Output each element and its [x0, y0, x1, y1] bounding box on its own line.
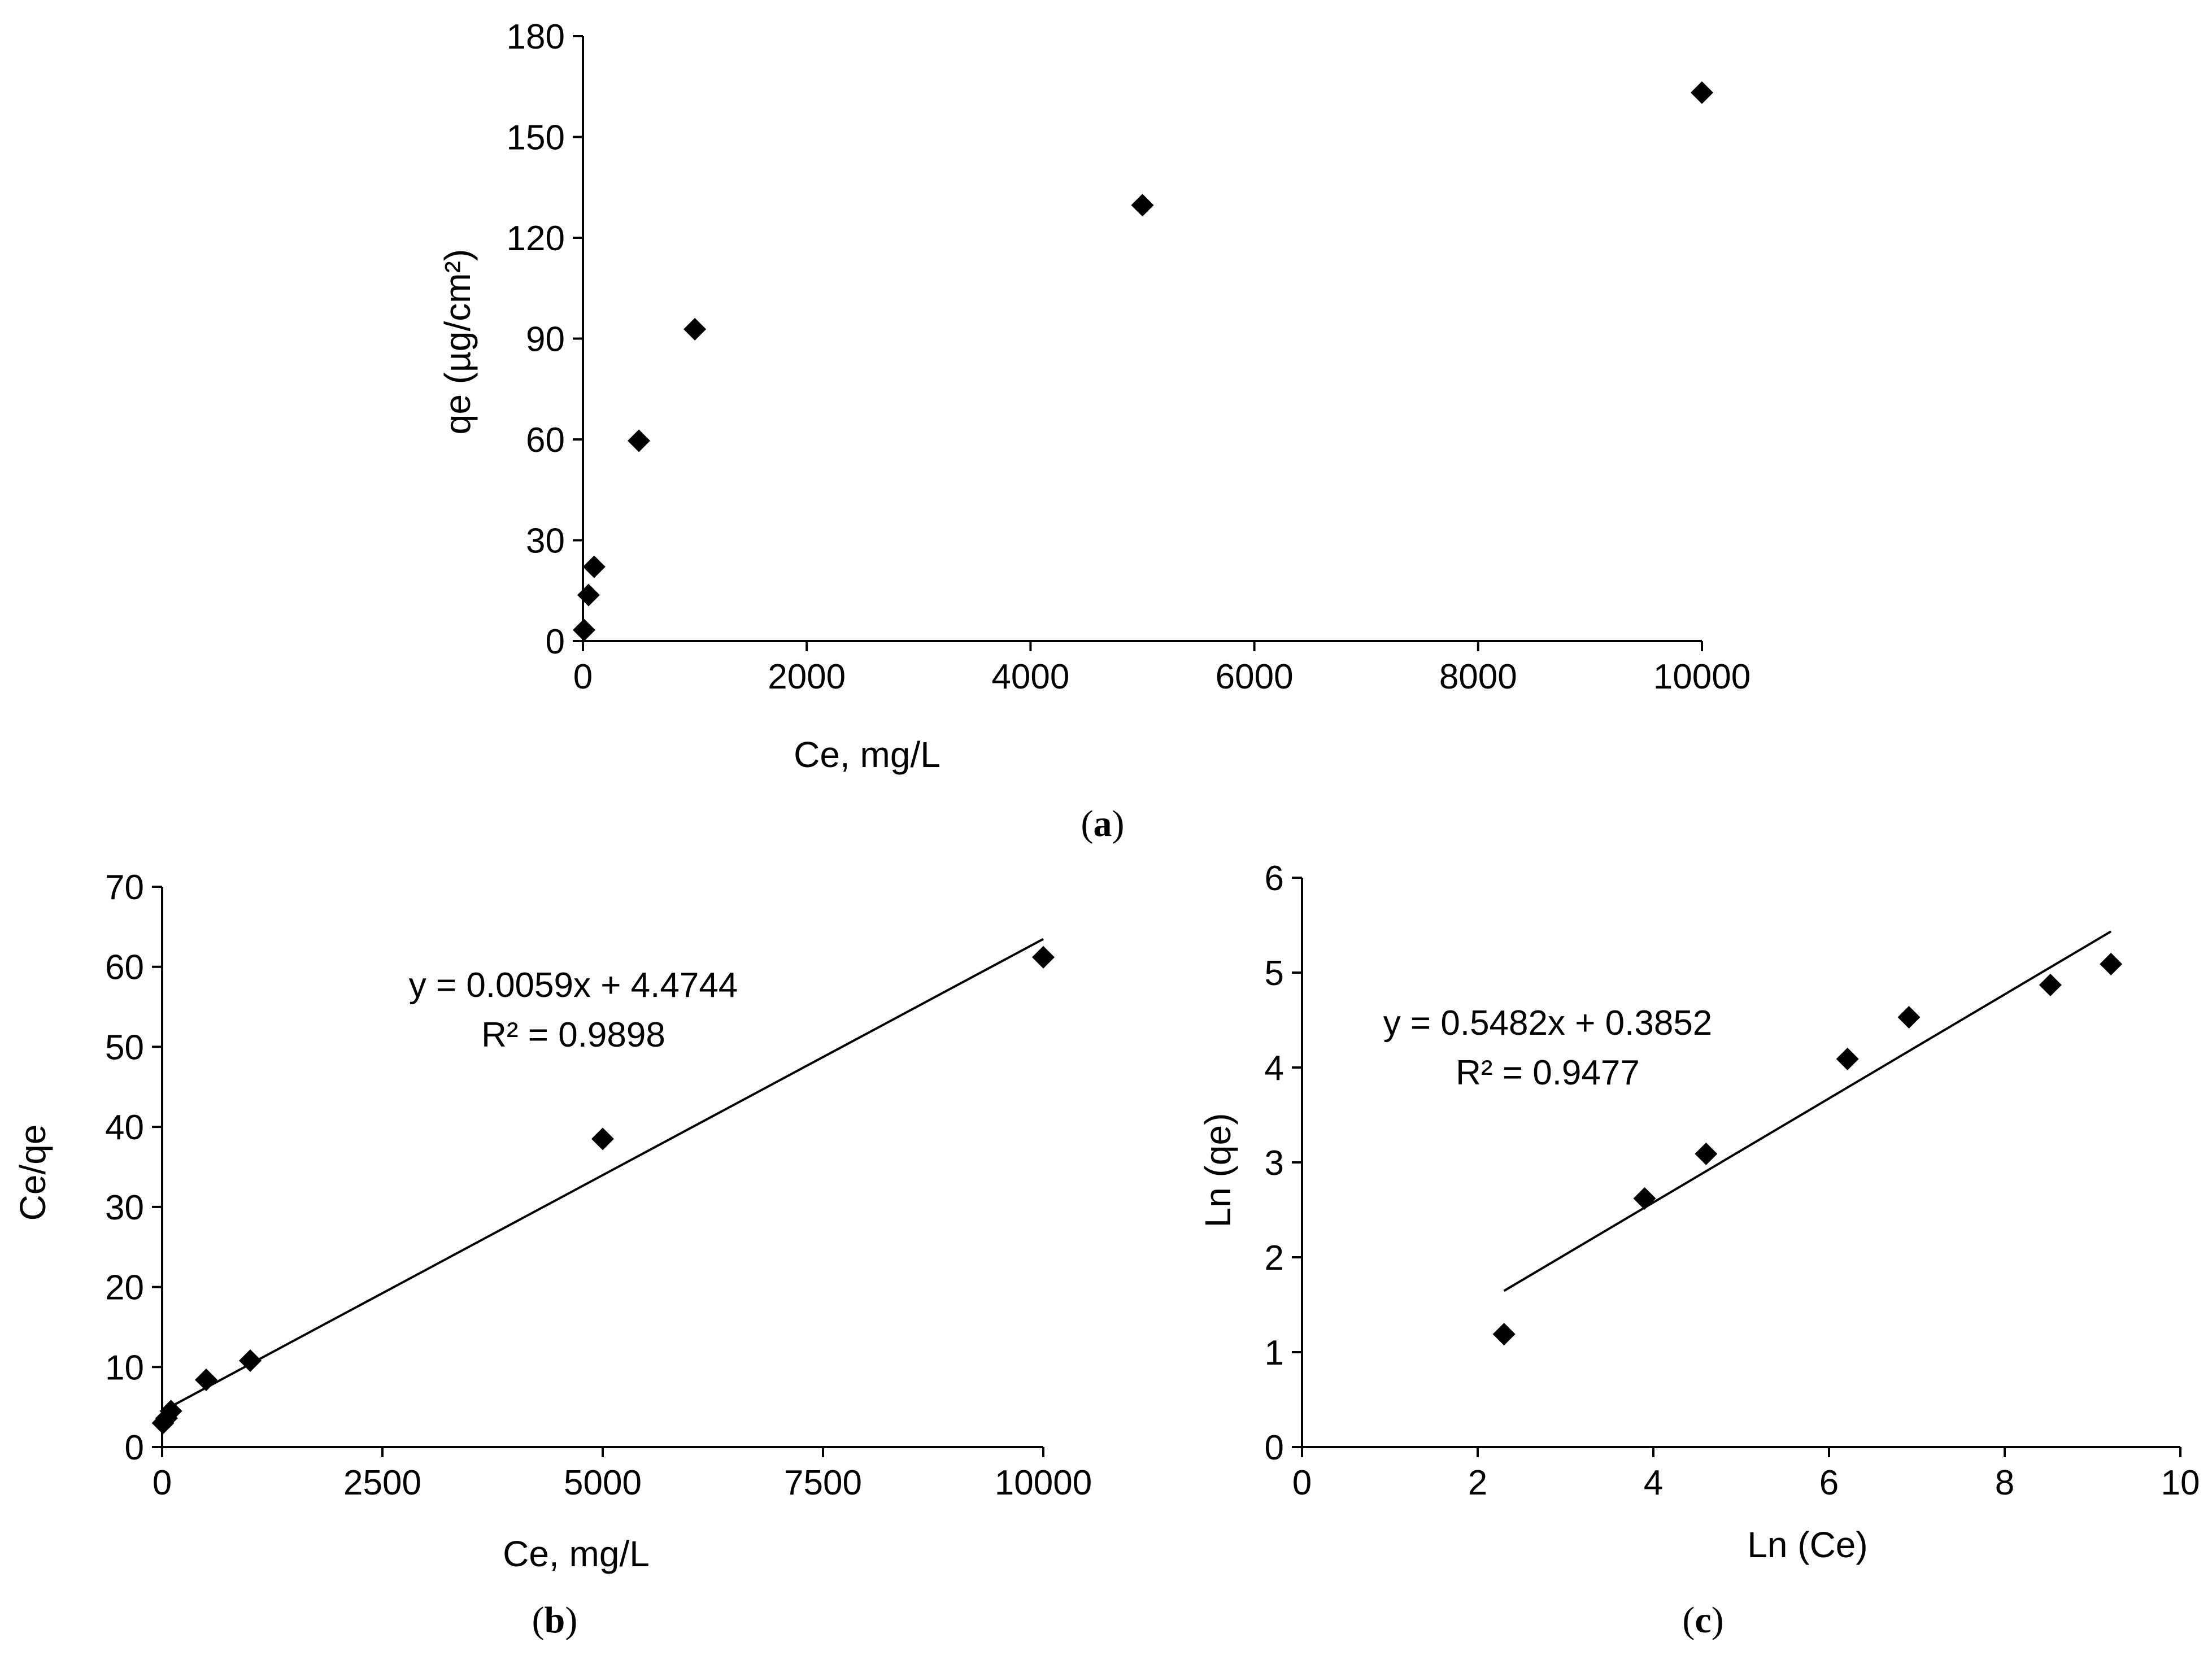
panel-b-data-point	[239, 1349, 262, 1372]
panel-a-y-tick-label: 150	[507, 119, 565, 158]
panel-c-x-ticks: 0 2 4 6 8 10	[1292, 1447, 2200, 1502]
panel-c-x-tick-label: 4	[1644, 1463, 1663, 1502]
panel-a-y-tick-label: 90	[526, 320, 565, 359]
panel-a-y-axis-title: qe (µg/cm²)	[437, 249, 478, 434]
panel-a-x-tick-label: 6000	[1216, 657, 1294, 696]
panel-b-y-tick-label: 10	[105, 1348, 144, 1387]
panel-c-y-tick-label: 4	[1265, 1049, 1284, 1088]
panel-b-trendline-group	[162, 938, 1044, 1413]
panel-b-label-letter: b	[545, 1600, 565, 1641]
panel-a-data-point	[577, 583, 600, 607]
panel-c-y-tick-label: 5	[1265, 954, 1284, 993]
panel-c-data-point	[1897, 1005, 1921, 1029]
panel-c-data-point	[1695, 1142, 1718, 1165]
panel-c-y-tick-label: 1	[1265, 1334, 1284, 1373]
panel-b-y-tick-label: 40	[105, 1108, 144, 1147]
panel-c-label: (c)	[1682, 1600, 1723, 1641]
panel-c-y-tick-label: 6	[1265, 859, 1284, 898]
panel-b-y-tick-label: 70	[105, 868, 144, 907]
panel-a-y-tick-label: 0	[546, 622, 565, 661]
panel-c-x-tick-label: 2	[1468, 1463, 1487, 1502]
panel-c-x-tick-label: 8	[1995, 1463, 2014, 1502]
panel-a-x-tick-label: 10000	[1653, 657, 1751, 696]
panel-c-y-tick-label: 2	[1265, 1239, 1284, 1278]
panel-a-chart: 0 2000 4000 6000 8000 10000 0306090120150180 …	[437, 18, 1751, 844]
panel-a-x-tick-label: 2000	[768, 657, 846, 696]
panel-a-data-point	[628, 429, 651, 452]
panel-c-equation: y = 0.5482x + 0.3852	[1383, 1004, 1713, 1043]
panel-b-data-point	[159, 1400, 182, 1423]
panel-c-data-point	[1633, 1187, 1656, 1210]
panel-b-y-axis-title: Ce/qe	[12, 1125, 53, 1221]
panel-a-y-tick-label: 120	[507, 219, 565, 258]
panel-b-chart: 0 2500 5000 7500 10000 0 10 20 30 40 50 60 70 y = 0…	[12, 868, 1092, 1641]
panel-c-data-point	[1836, 1047, 1859, 1070]
panel-a-data-point	[1691, 81, 1713, 104]
panel-a-data-point	[1131, 194, 1154, 217]
panel-b-x-tick-label: 2500	[343, 1463, 421, 1502]
panel-c-label-letter: c	[1695, 1600, 1711, 1641]
panel-b-data-point	[195, 1368, 217, 1391]
panel-b-x-axis-title: Ce, mg/L	[503, 1533, 650, 1574]
panel-b-x-tick-label: 0	[153, 1463, 172, 1502]
panel-a-x-tick-label: 4000	[991, 657, 1069, 696]
panel-c-y-tick-label: 3	[1265, 1144, 1284, 1183]
panel-a-x-axis-title: Ce, mg/L	[794, 734, 940, 775]
panel-a-data-point	[683, 317, 707, 341]
panel-a-data-points	[572, 81, 1713, 642]
panel-b-y-tick-label: 50	[105, 1028, 144, 1067]
panel-a-axes	[582, 36, 1702, 642]
panel-b-data-point	[1032, 946, 1055, 969]
panel-c-data-point	[1492, 1323, 1516, 1346]
panel-b-x-ticks: 0 2500 5000 7500 10000	[153, 1447, 1092, 1502]
panel-a-y-tick-label: 60	[526, 421, 565, 460]
panel-b-data-points	[151, 946, 1055, 1435]
panel-b-data-point	[591, 1127, 614, 1151]
panel-c-data-point	[2100, 952, 2123, 975]
panel-a-label-letter: a	[1094, 803, 1112, 844]
panel-a-y-tick-label: 30	[526, 522, 565, 561]
panel-b-y-tick-label: 60	[105, 948, 144, 987]
panel-b-y-tick-label: 0	[125, 1428, 144, 1467]
panel-c-chart: 0 2 4 6 8 10 0 1 2 3 4 5 6 y = 0.5482x + 0.3852 R² …	[1198, 859, 2200, 1641]
panel-b-x-tick-label: 5000	[564, 1463, 642, 1502]
panel-a-x-ticks: 0 2000 4000 6000 8000 10000	[573, 641, 1751, 696]
panel-b-x-tick-label: 10000	[995, 1463, 1092, 1502]
panel-c-x-tick-label: 10	[2161, 1463, 2200, 1502]
panel-a-y-ticks: 0 30 60 90 120 150 180	[507, 18, 583, 661]
panel-c-data-points	[1492, 952, 2123, 1346]
panel-b-r-squared: R² = 0.9898	[481, 1016, 665, 1055]
panel-c-y-axis-title: Ln (qe)	[1198, 1113, 1238, 1228]
panel-c-x-tick-label: 6	[1819, 1463, 1839, 1502]
panel-b-equation: y = 0.0059x + 4.4744	[409, 966, 738, 1005]
panel-c-x-axis-title: Ln (Ce)	[1747, 1524, 1867, 1565]
panel-a-data-point	[572, 618, 595, 642]
panel-a-data-point	[582, 555, 606, 578]
panel-a-x-tick-label: 8000	[1439, 657, 1517, 696]
panel-a-y-tick-label: 180	[507, 18, 565, 56]
panel-c-trendline	[1503, 930, 2112, 1292]
panel-b-x-tick-label: 7500	[784, 1463, 862, 1502]
panel-c-x-tick-label: 0	[1292, 1463, 1312, 1502]
panel-c-trendline-group	[1503, 930, 2112, 1292]
panel-c-y-tick-label: 0	[1265, 1428, 1284, 1467]
panel-a-x-tick-label: 0	[573, 657, 593, 696]
panel-b-label: (b)	[532, 1600, 578, 1641]
panel-b-y-tick-label: 30	[105, 1188, 144, 1227]
panel-c-y-ticks: 0 1 2 3 4 5 6	[1265, 859, 1302, 1467]
panel-b-y-ticks: 0 10 20 30 40 50 60 70	[105, 868, 162, 1467]
panel-c-axes	[1301, 878, 2180, 1448]
panel-c-r-squared: R² = 0.9477	[1456, 1053, 1640, 1092]
panel-b-y-tick-label: 20	[105, 1269, 144, 1308]
panel-c-data-point	[2039, 973, 2062, 996]
panel-a-label: (a)	[1081, 803, 1125, 844]
panel-b-trendline	[162, 938, 1044, 1413]
